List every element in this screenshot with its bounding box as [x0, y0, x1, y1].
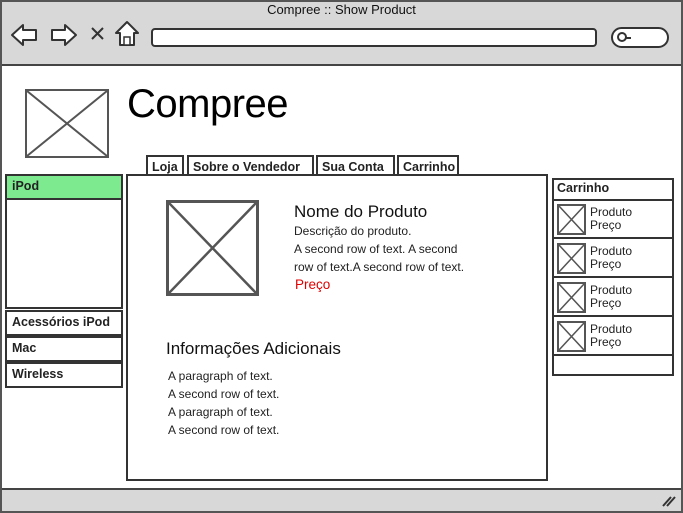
sidebar-item-wireless[interactable]: Wireless — [5, 362, 123, 388]
info-text-line: A second row of text. — [168, 423, 280, 437]
home-button[interactable] — [113, 18, 143, 48]
info-text-line: A paragraph of text. — [168, 369, 273, 383]
cart-item-name: Produto — [590, 205, 633, 219]
info-text-line: A paragraph of text. — [168, 405, 273, 419]
product-text-line: row of text.A second row of text. — [294, 260, 465, 274]
product-description: Descrição do produto. — [294, 224, 412, 238]
cart-item-name: Produto — [590, 283, 633, 297]
tab-carrinho[interactable]: Carrinho — [397, 155, 459, 176]
sidebar-item-mac[interactable]: Mac — [5, 336, 123, 362]
window-title: Compree :: Show Product — [267, 2, 416, 17]
cart-item-name: Produto — [590, 322, 633, 336]
cart-item[interactable]: Produto Preço — [554, 240, 672, 278]
back-button[interactable] — [9, 20, 39, 50]
cart-item[interactable]: Produto Preço — [554, 279, 672, 317]
tab-sobre-o-vendedor[interactable]: Sobre o Vendedor — [187, 155, 314, 176]
product-price: Preço — [295, 277, 331, 292]
back-arrow-icon — [11, 24, 37, 46]
cart-item-image — [557, 321, 586, 352]
address-bar[interactable] — [151, 28, 597, 47]
image-placeholder-icon — [558, 244, 585, 273]
additional-info-title: Informações Adicionais — [166, 339, 341, 358]
stop-button[interactable] — [88, 22, 108, 44]
logo-image-placeholder — [25, 89, 109, 158]
cart-item-image — [557, 243, 586, 274]
search-icon — [617, 32, 631, 42]
cart-item[interactable]: Produto Preço — [554, 318, 672, 356]
image-placeholder-icon — [558, 283, 585, 312]
forward-button[interactable] — [49, 20, 79, 50]
sidebar-item-acessorios-ipod[interactable]: Acessórios iPod — [5, 310, 123, 336]
site-brand: Compree — [127, 82, 289, 126]
forward-arrow-icon — [51, 24, 77, 46]
cart-item-price: Preço — [590, 296, 622, 310]
tab-sua-conta[interactable]: Sua Conta — [316, 155, 395, 176]
cart-item-image — [557, 204, 586, 235]
cart-item-price: Preço — [590, 335, 622, 349]
sidebar-item-ipod[interactable]: iPod — [5, 174, 123, 200]
home-icon — [115, 21, 139, 46]
cart-item-name: Produto — [590, 244, 633, 258]
product-name: Nome do Produto — [294, 202, 428, 221]
image-placeholder-icon — [27, 91, 107, 156]
browser-statusbar — [0, 488, 683, 513]
image-placeholder-icon — [558, 205, 585, 234]
cart-item-price: Preço — [590, 257, 622, 271]
tab-loja[interactable]: Loja — [146, 155, 184, 176]
product-text-line: A second row of text. A second — [294, 242, 458, 256]
browser-search-field[interactable] — [611, 27, 669, 48]
cart-item-image — [557, 282, 586, 313]
image-placeholder-icon — [169, 203, 256, 293]
product-image-placeholder — [166, 200, 259, 296]
image-placeholder-icon — [558, 322, 585, 351]
close-icon — [91, 27, 104, 40]
resize-grip-icon[interactable] — [659, 494, 677, 508]
cart-item-price: Preço — [590, 218, 622, 232]
product-panel — [126, 174, 548, 481]
cart-item[interactable]: Produto Preço — [554, 201, 672, 239]
cart-title: Carrinho — [552, 178, 674, 201]
info-text-line: A second row of text. — [168, 387, 280, 401]
